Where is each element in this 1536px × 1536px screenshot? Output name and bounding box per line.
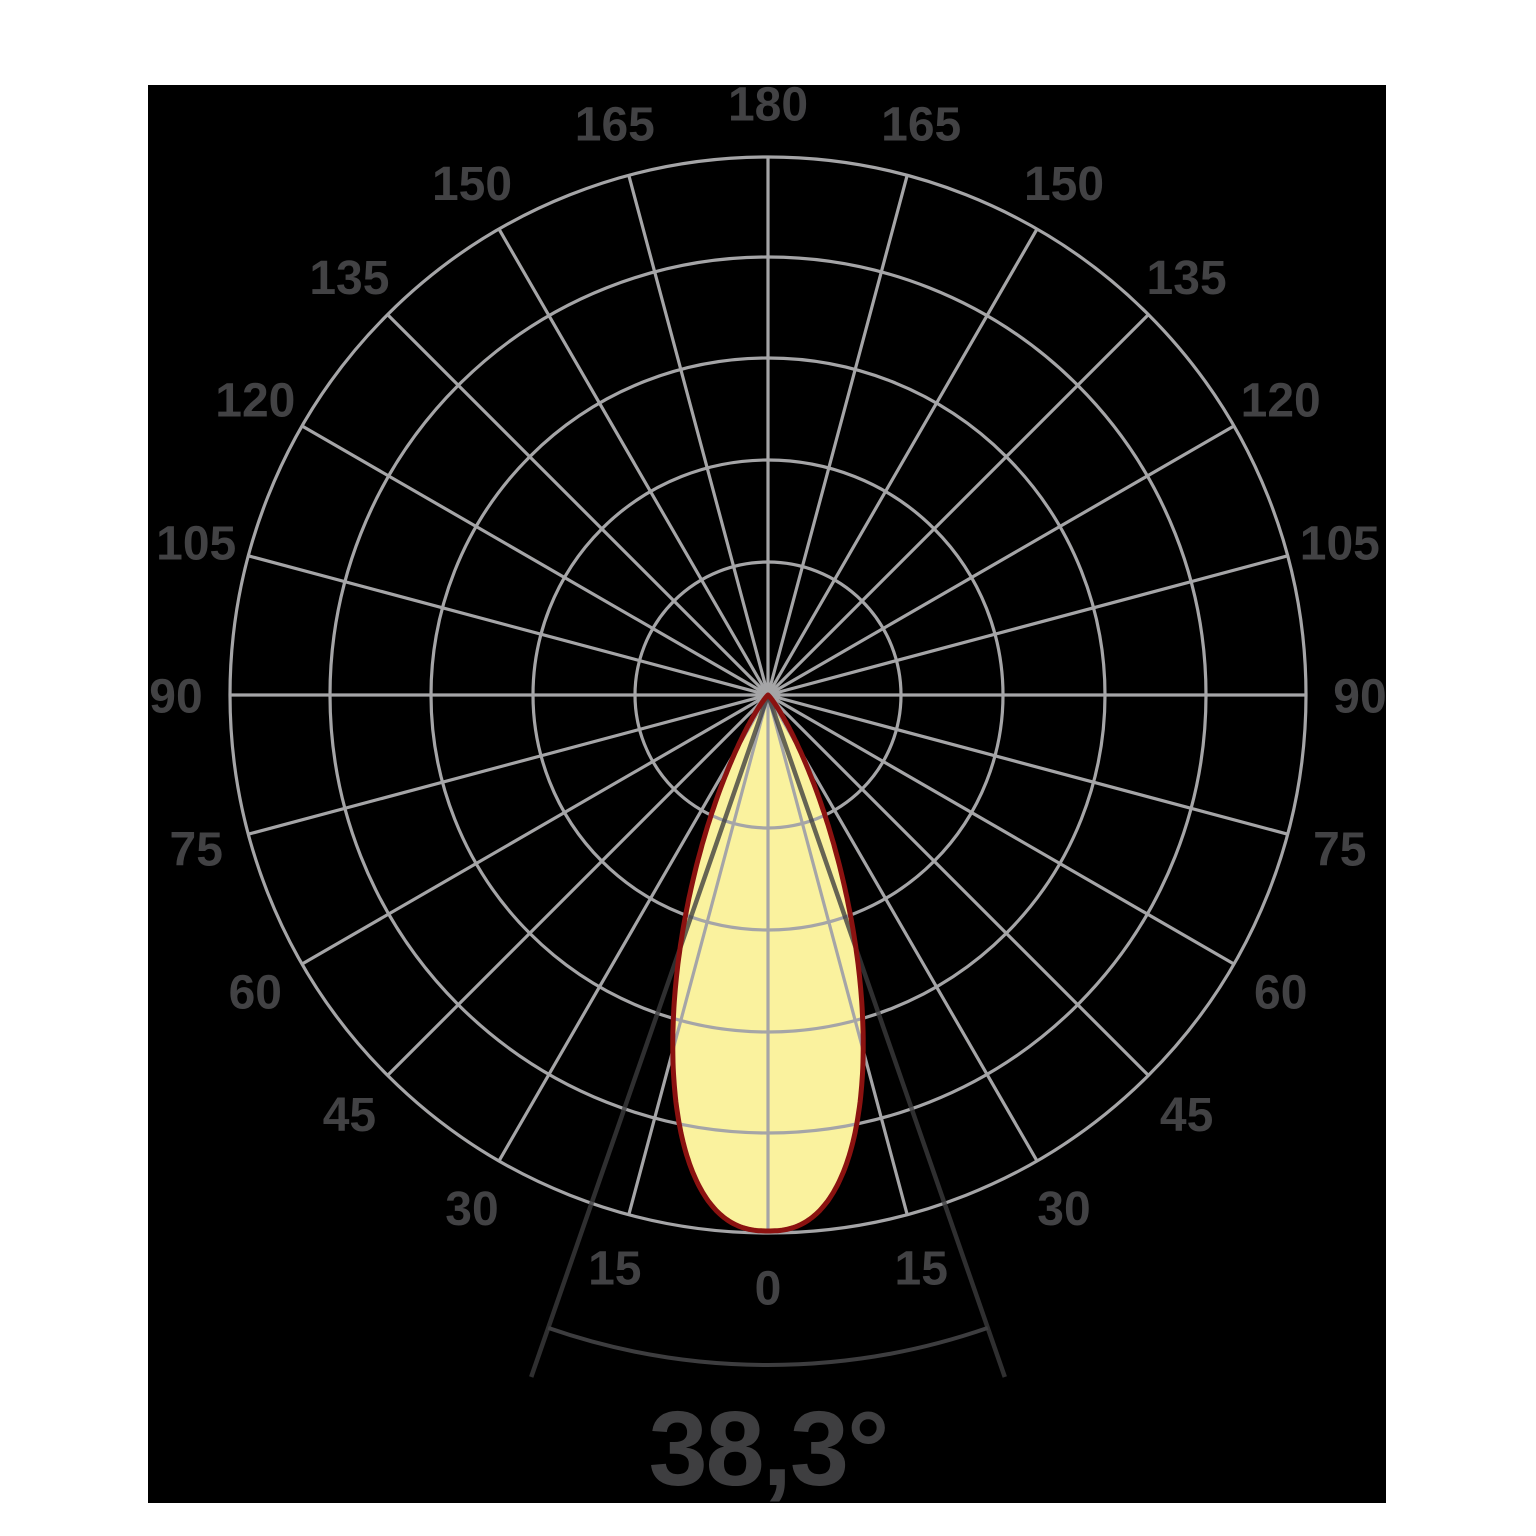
- angle-label: 165: [881, 99, 961, 152]
- grid-radial-line: [766, 694, 1039, 1162]
- angle-label: 90: [149, 671, 202, 724]
- angle-label: 165: [575, 99, 655, 152]
- angle-label: 30: [1037, 1183, 1090, 1236]
- angle-label: 60: [229, 967, 282, 1020]
- grid-radial-line: [627, 694, 770, 1216]
- angle-label: 45: [323, 1089, 376, 1142]
- angle-label: 105: [156, 517, 236, 570]
- grid-radial-line: [766, 694, 909, 1216]
- grid-radial-line: [497, 228, 770, 696]
- grid-radial-line: [766, 693, 1150, 1077]
- angle-label: 0: [755, 1263, 782, 1316]
- angle-label: 75: [170, 824, 223, 877]
- angle-label: 90: [1333, 671, 1386, 724]
- angle-label: 135: [309, 252, 389, 305]
- grid-radial-line: [247, 693, 769, 836]
- angle-label: 15: [588, 1242, 641, 1295]
- beam-angle-value: 38,3°: [649, 1390, 888, 1508]
- angle-label: 15: [895, 1242, 948, 1295]
- beam-angle-indicator-arc: [547, 1326, 989, 1367]
- beam-angle-indicator-line-left: [529, 694, 771, 1378]
- grid-radial-line: [301, 693, 769, 966]
- angle-label: 150: [432, 158, 512, 211]
- grid-radial-line: [247, 554, 769, 697]
- grid-radial-line: [767, 693, 1289, 836]
- grid-radial-line: [766, 313, 1150, 697]
- grid-radial-line: [386, 313, 770, 697]
- angle-label: 135: [1147, 252, 1227, 305]
- grid-radial-line: [497, 694, 770, 1162]
- angle-label: 180: [728, 79, 808, 132]
- angle-label: 60: [1254, 967, 1307, 1020]
- angle-label: 150: [1024, 158, 1104, 211]
- grid-radial-line: [386, 693, 770, 1077]
- grid-radial-line: [767, 693, 1235, 966]
- angle-label: 30: [445, 1183, 498, 1236]
- grid-radial-line: [767, 554, 1289, 697]
- angle-label: 105: [1300, 517, 1380, 570]
- beam-angle-indicator-line-right: [765, 694, 1007, 1378]
- angle-labels: 0 15 15 30 30 45 45 60 60 75 75 90 90 105 105 120 120 135…: [149, 79, 1386, 1316]
- grid-radial-line: [766, 228, 1039, 696]
- plot-root: 0 15 15 30 30 45 45 60 60 75 75 90 90 105 105 120 120 135…: [148, 79, 1386, 1508]
- grid-radial-line: [627, 174, 770, 696]
- beam-outline: [670, 692, 866, 1234]
- angle-label: 75: [1313, 824, 1366, 877]
- grid-radial-line: [301, 424, 769, 697]
- grid-radial-line: [766, 174, 909, 696]
- grid-radial-line: [767, 424, 1235, 697]
- angle-label: 45: [1160, 1089, 1213, 1142]
- angle-label: 120: [215, 375, 295, 428]
- angle-label: 120: [1241, 375, 1321, 428]
